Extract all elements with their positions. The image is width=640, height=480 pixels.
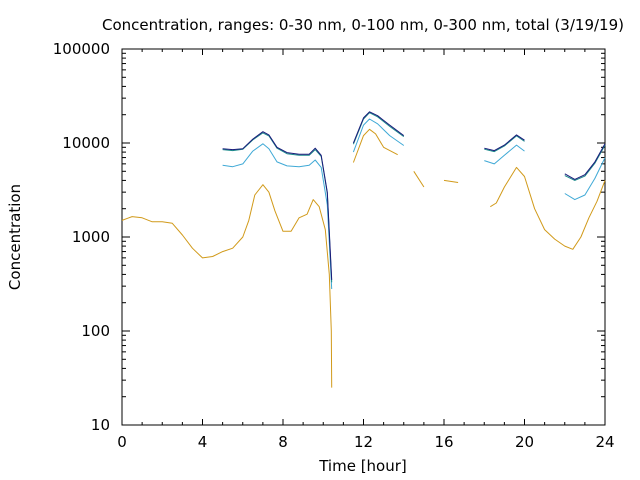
y-tick-label: 10 [91, 416, 110, 434]
plot-area [121, 48, 606, 426]
series-lines [121, 111, 606, 388]
series-line-3 [121, 128, 606, 388]
y-tick-label: 100 [81, 322, 110, 340]
chart-title: Concentration, ranges: 0-30 nm, 0-100 nm… [102, 16, 624, 34]
series-line-0 [222, 111, 606, 280]
x-tick-label: 24 [595, 433, 614, 451]
x-tick-label: 12 [354, 433, 373, 451]
y-tick-label: 10000 [62, 134, 110, 152]
x-tick-label: 8 [278, 433, 288, 451]
y-tick-label: 1000 [72, 228, 110, 246]
y-tick-label: 100000 [53, 40, 110, 58]
series-line-1 [222, 112, 606, 283]
x-tick-label: 4 [198, 433, 208, 451]
x-axis-label: Time [hour] [318, 457, 407, 475]
plot-frame [121, 48, 606, 426]
x-tick-label: 20 [515, 433, 534, 451]
series-line-2 [222, 118, 606, 290]
y-axis-label: Concentration [6, 184, 24, 290]
x-tick-label: 0 [117, 433, 127, 451]
x-tick-label: 16 [434, 433, 453, 451]
axis-ticks: 0 4 8 12 16 20 24 10 100 1000 10000 100000 [53, 40, 615, 451]
